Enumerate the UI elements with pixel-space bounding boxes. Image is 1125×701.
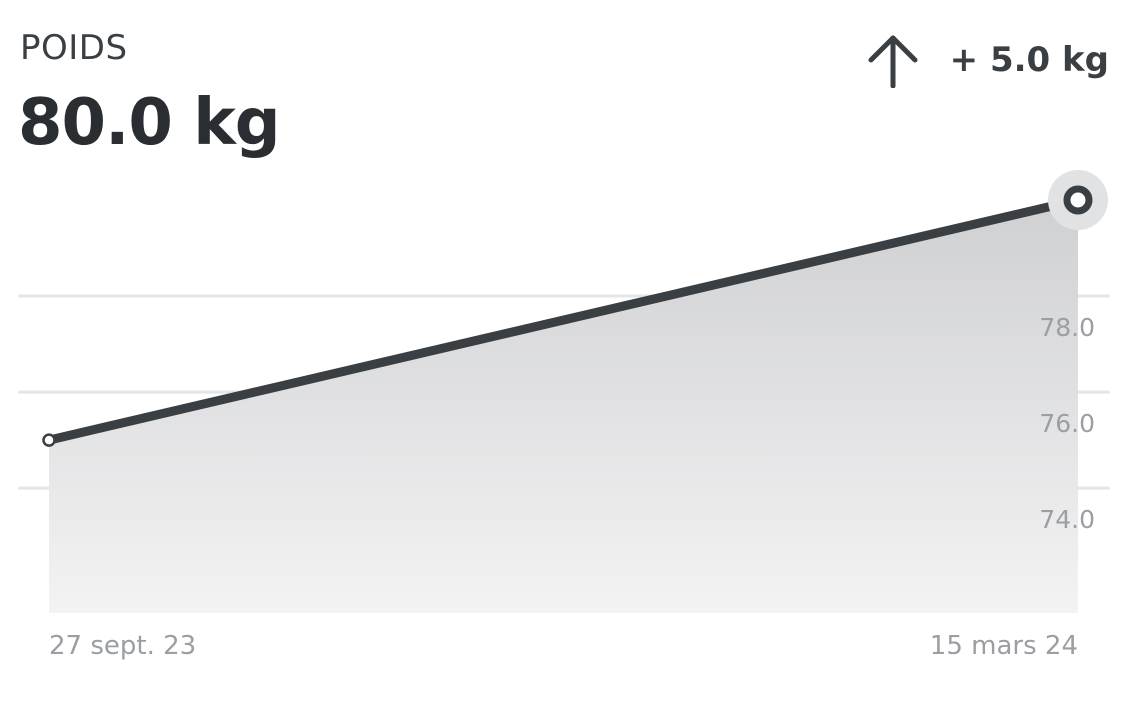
x-date-label: 15 mars 24 xyxy=(930,631,1078,661)
data-point-selected xyxy=(1063,185,1093,215)
y-tick-label: 76.0 xyxy=(1039,409,1095,438)
x-date-label: 27 sept. 23 xyxy=(49,631,196,661)
arrow-up-icon xyxy=(868,35,918,88)
data-point xyxy=(42,433,56,447)
current-weight-value: 80.0 kg xyxy=(18,86,281,160)
y-tick-label: 74.0 xyxy=(1039,505,1095,534)
weight-change-value: + 5.0 kg xyxy=(949,40,1109,80)
series-area xyxy=(49,200,1078,613)
y-tick-label: 78.0 xyxy=(1039,313,1095,342)
metric-title: POIDS xyxy=(20,28,128,68)
series-line xyxy=(44,195,1083,445)
weight-change: + 5.0 kg xyxy=(866,30,1109,90)
